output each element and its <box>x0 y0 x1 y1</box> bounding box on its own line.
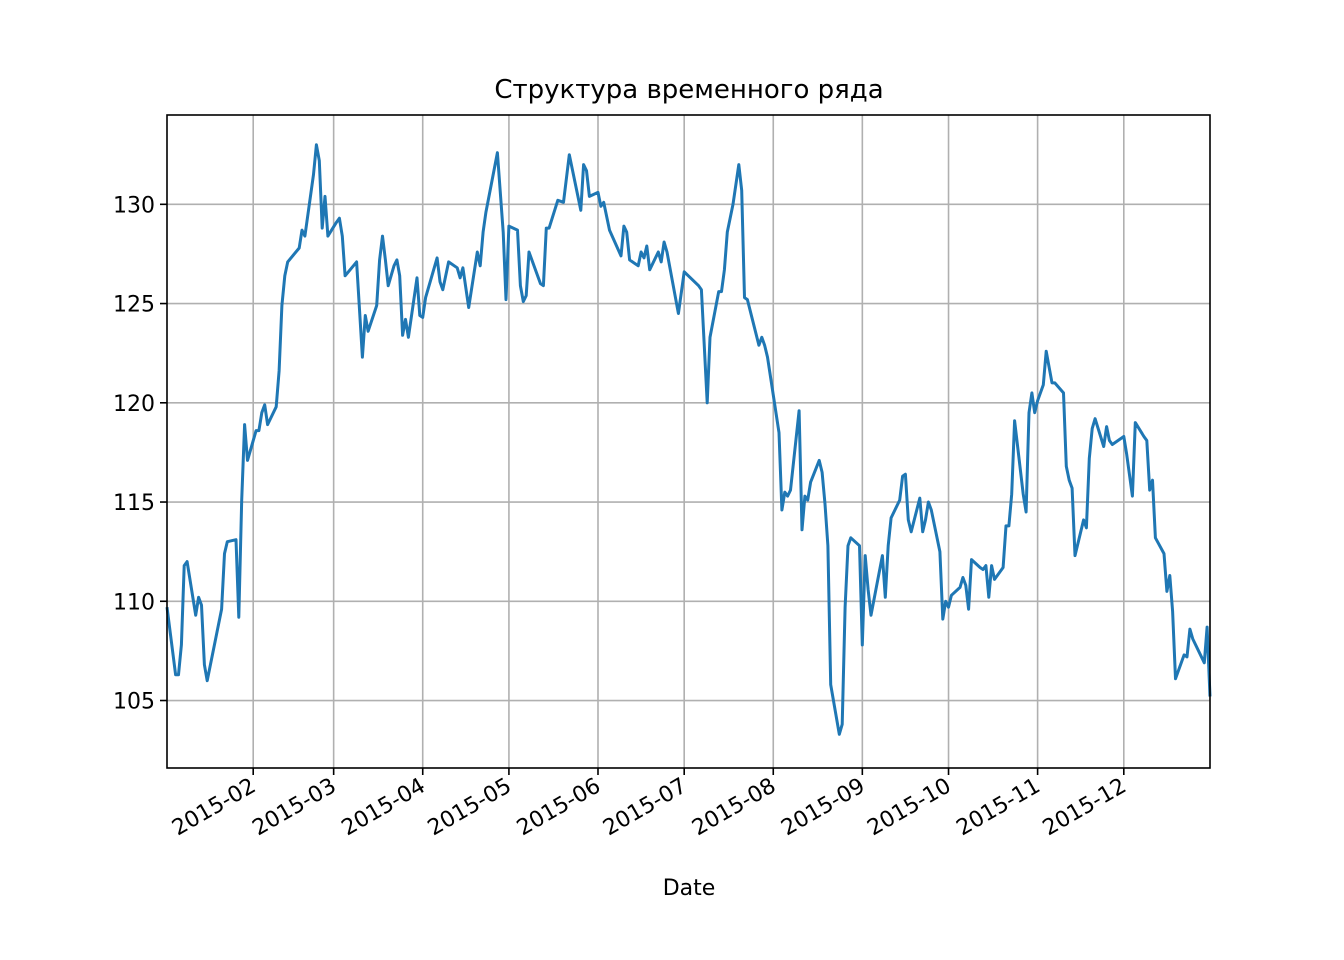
y-tick-label: 120 <box>113 392 155 417</box>
x-tick-label: 2015-09 <box>777 774 869 842</box>
x-tick-label: 2015-12 <box>1039 774 1131 842</box>
x-tick-label: 2015-06 <box>513 774 605 842</box>
line-series <box>165 143 1212 736</box>
x-tick-label: 2015-11 <box>952 774 1044 842</box>
x-tick-label: 2015-10 <box>863 774 955 842</box>
y-tick-label: 115 <box>113 491 155 516</box>
chart-title: Структура временного ряда <box>494 75 883 105</box>
plot-frame <box>166 114 1211 769</box>
y-tick-label: 125 <box>113 293 155 318</box>
x-tick-label: 2015-05 <box>424 774 516 842</box>
x-tick-label: 2015-08 <box>688 774 780 842</box>
y-tick-label: 110 <box>113 590 155 615</box>
x-axis-label: Date <box>663 876 716 901</box>
x-tick-label: 2015-04 <box>338 774 430 842</box>
x-tick-label: 2015-03 <box>249 774 341 842</box>
y-tick-label: 105 <box>113 690 155 715</box>
x-tick-label: 2015-07 <box>599 774 691 842</box>
x-tick-label: 2015-02 <box>168 774 260 842</box>
y-tick-label: 130 <box>113 193 155 218</box>
